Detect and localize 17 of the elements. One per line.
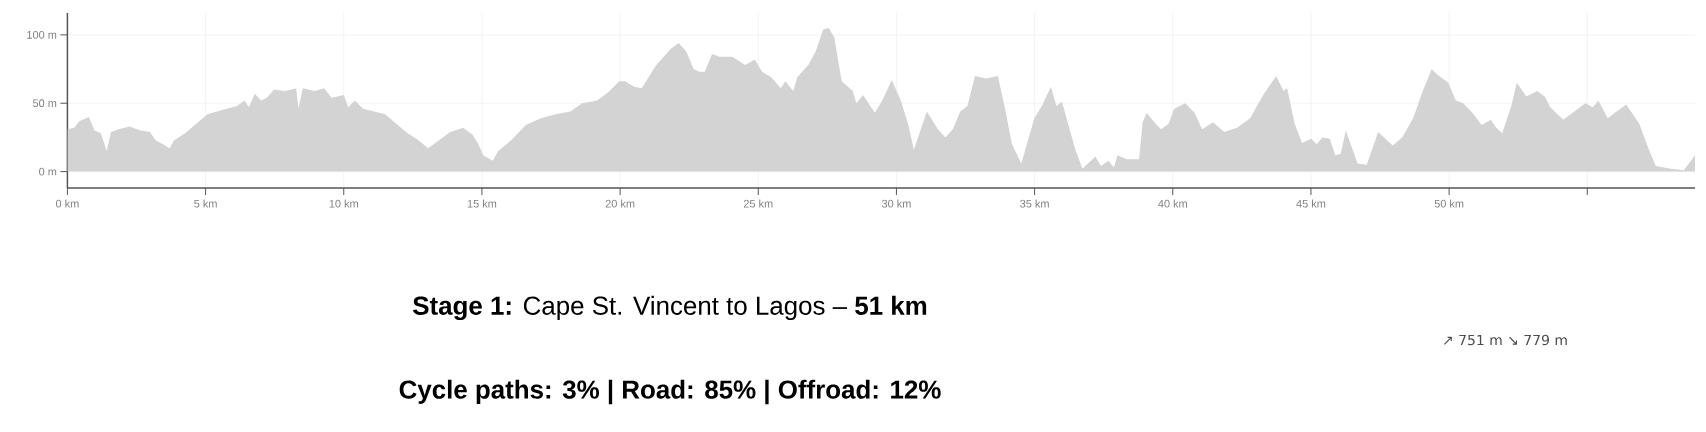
x-tick-label: 40 km <box>1158 199 1187 208</box>
text: ↗ 751 m ↘ 779 m <box>1444 334 1567 346</box>
x-tick-label: 45 km <box>1296 199 1326 208</box>
x-tick-label: 25 km <box>743 199 773 208</box>
x-tick-label: 30 km <box>881 199 911 208</box>
y-tick-label: 100 m <box>27 31 57 39</box>
text: Cycle paths: 3% | Road: 85% | Offroad: 12% <box>399 379 941 405</box>
x-tick-label: 35 km <box>1020 199 1049 208</box>
text: Stage 1: Cape St. Vincent to Lagos – 51 km <box>413 295 927 321</box>
x-tick-label: 10 km <box>329 199 358 208</box>
y-tick-label: 50 m <box>32 99 57 108</box>
x-tick-label: 0 km <box>55 199 79 208</box>
x-tick-label: 20 km <box>605 199 635 208</box>
x-tick-label: 50 km <box>1434 199 1464 208</box>
x-tick-label: 15 km <box>467 199 497 208</box>
y-tick-label: 0 m <box>39 167 57 176</box>
x-tick-label: 5 km <box>194 199 217 208</box>
